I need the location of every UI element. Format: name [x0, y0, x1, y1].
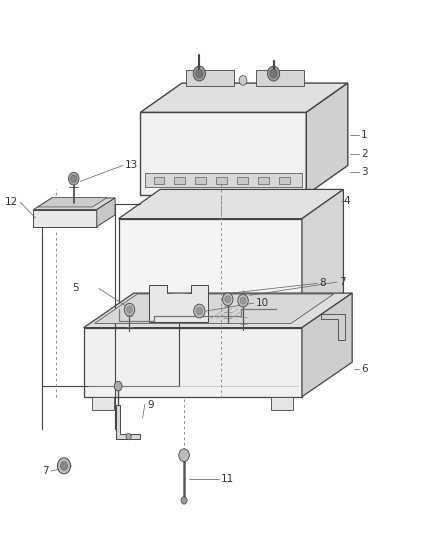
Polygon shape [149, 285, 208, 322]
Polygon shape [145, 173, 302, 187]
Circle shape [225, 296, 231, 303]
Circle shape [124, 303, 135, 316]
Circle shape [223, 293, 233, 306]
Bar [174, 177, 185, 184]
Polygon shape [33, 198, 115, 209]
Circle shape [60, 462, 67, 470]
Bar [279, 177, 290, 184]
Text: 4: 4 [343, 196, 350, 206]
Text: 12: 12 [5, 197, 18, 207]
Text: 6: 6 [361, 364, 367, 374]
Circle shape [196, 307, 202, 315]
Bar [258, 177, 269, 184]
Circle shape [68, 172, 79, 185]
Text: 2: 2 [361, 149, 367, 158]
Polygon shape [33, 209, 97, 227]
Bar [195, 177, 206, 184]
Circle shape [194, 304, 205, 318]
Text: 3: 3 [361, 167, 367, 176]
Text: 7: 7 [42, 466, 49, 476]
Circle shape [193, 66, 205, 81]
Text: 1: 1 [361, 131, 367, 140]
Text: 11: 11 [221, 474, 234, 484]
Circle shape [127, 306, 132, 313]
Polygon shape [272, 397, 293, 410]
Polygon shape [97, 198, 115, 227]
Text: 13: 13 [125, 160, 138, 171]
Polygon shape [321, 314, 345, 341]
Circle shape [179, 449, 189, 462]
Circle shape [114, 381, 122, 391]
Circle shape [71, 175, 77, 182]
Polygon shape [38, 198, 107, 207]
Polygon shape [92, 397, 114, 410]
Circle shape [268, 66, 280, 81]
Polygon shape [95, 294, 334, 324]
Text: 9: 9 [147, 400, 154, 410]
Polygon shape [119, 189, 343, 219]
Polygon shape [256, 70, 304, 86]
Polygon shape [141, 112, 306, 195]
Polygon shape [117, 405, 141, 439]
Polygon shape [186, 70, 234, 86]
Text: 5: 5 [73, 284, 79, 293]
Text: 7: 7 [339, 277, 346, 287]
Polygon shape [141, 83, 348, 112]
Bar [237, 177, 248, 184]
Bar [153, 177, 164, 184]
Circle shape [57, 458, 71, 474]
Polygon shape [302, 293, 352, 397]
Polygon shape [84, 293, 352, 328]
Circle shape [270, 69, 277, 78]
Circle shape [181, 497, 187, 504]
Bar [216, 177, 227, 184]
Circle shape [196, 69, 203, 78]
Polygon shape [306, 83, 348, 195]
Circle shape [238, 294, 248, 307]
Circle shape [240, 297, 246, 304]
Polygon shape [119, 219, 302, 322]
Text: 8: 8 [319, 278, 326, 288]
Circle shape [239, 76, 247, 85]
Text: 10: 10 [256, 298, 269, 308]
Circle shape [126, 433, 131, 440]
Polygon shape [302, 189, 343, 322]
Polygon shape [84, 328, 302, 397]
